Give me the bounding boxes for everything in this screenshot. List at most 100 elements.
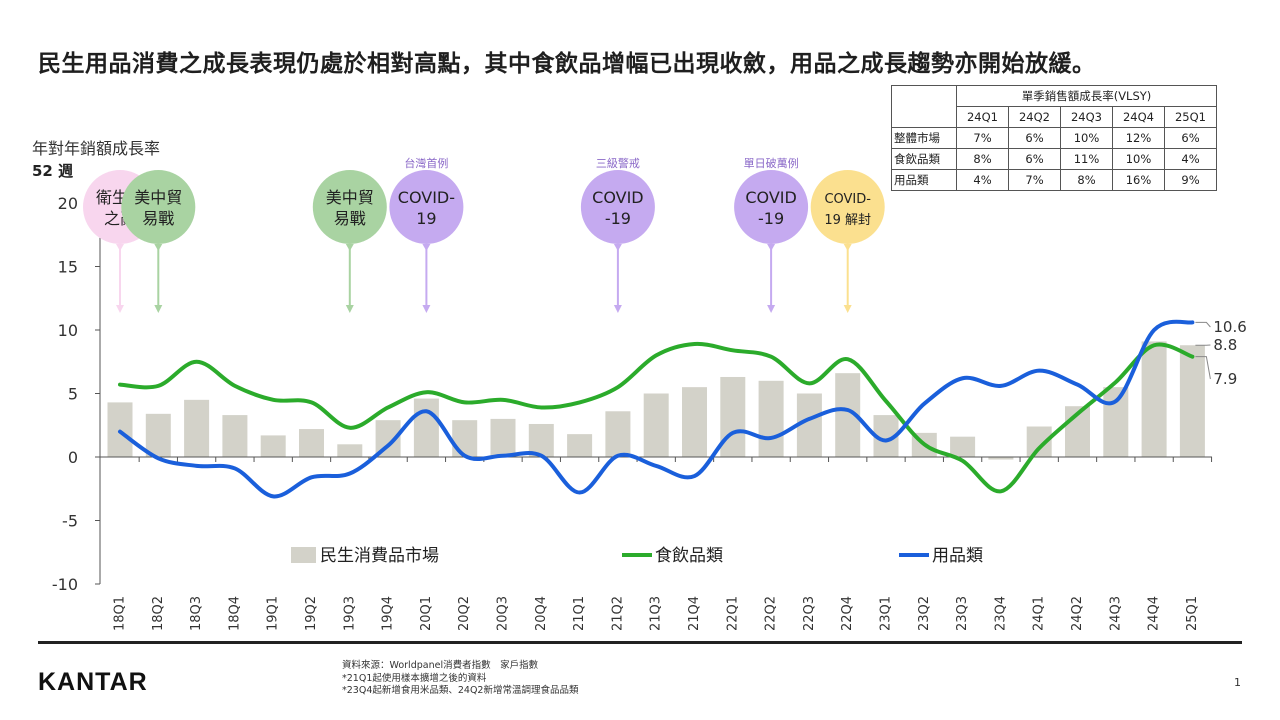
- table-cell: 6%: [1164, 127, 1217, 149]
- x-tick-label: 23Q3: [955, 596, 970, 631]
- vlsy-table: 單季銷售額成長率(VLSY) 24Q1 24Q2 24Q3 24Q4 25Q1 …: [891, 85, 1217, 191]
- event-arrow-head: [116, 244, 124, 251]
- table-row: 用品類 4% 7% 8% 16% 9%: [891, 169, 1217, 191]
- event-arrow-tip: [422, 305, 431, 313]
- x-tick-label: 22Q2: [764, 596, 779, 631]
- event-arrow-head: [613, 244, 622, 251]
- x-tick-label: 21Q1: [572, 596, 587, 631]
- event-bubble: [580, 170, 655, 244]
- table-cell: 12%: [1112, 127, 1165, 149]
- event-top-label: 三級警戒: [596, 156, 640, 170]
- event-label: COVID: [592, 188, 643, 207]
- x-tick-label: 24Q4: [1147, 596, 1162, 631]
- x-tick-label: 18Q3: [189, 596, 204, 631]
- table-corner: [891, 85, 957, 128]
- bar-mark: [337, 444, 363, 457]
- bar-mark: [682, 387, 707, 457]
- table-cell: 11%: [1060, 148, 1113, 170]
- event-bubble: [312, 170, 387, 244]
- x-tick-label: 23Q2: [917, 596, 932, 631]
- event-arrow-tip: [116, 305, 124, 313]
- bar-mark: [796, 393, 822, 457]
- end-label-leader: [1195, 356, 1211, 380]
- y-axis-title: 年對年銷額成長率: [32, 139, 161, 158]
- y-tick-label: -5: [62, 512, 78, 531]
- table-col-header: 24Q2: [1008, 106, 1061, 128]
- x-tick-label: 20Q1: [419, 596, 434, 631]
- x-tick-label: 19Q4: [381, 596, 396, 631]
- y-tick-label: -10: [52, 575, 78, 594]
- x-tick-label: 22Q3: [802, 596, 817, 631]
- event-label: 美中貿: [326, 188, 374, 207]
- x-tick-label: 19Q1: [266, 596, 281, 631]
- table-row-label: 用品類: [891, 169, 957, 191]
- event-label: 易戰: [142, 209, 174, 228]
- event-arrow-head: [345, 244, 354, 251]
- table-row-label: 食飲品類: [891, 148, 957, 170]
- event-label: 19: [416, 209, 436, 228]
- bar-mark: [222, 415, 248, 457]
- source-line: *21Q1起使用樣本擴增之後的資料: [342, 672, 487, 684]
- y-tick-label: 0: [68, 448, 78, 467]
- x-tick-label: 18Q4: [227, 596, 242, 631]
- legend-label-market: 民生消費品市場: [320, 546, 439, 566]
- event-label: COVID-: [824, 192, 871, 207]
- x-tick-label: 22Q1: [725, 596, 740, 631]
- table-col-header: 24Q3: [1060, 106, 1113, 128]
- table-title: 單季銷售額成長率(VLSY): [956, 85, 1217, 107]
- table-cell: 9%: [1164, 169, 1217, 191]
- x-tick-label: 24Q3: [1108, 596, 1123, 631]
- bar-mark: [567, 434, 593, 457]
- event-top-label: 台灣首例: [404, 156, 448, 170]
- event-arrow-tip: [345, 305, 354, 313]
- event-arrow-head: [767, 244, 776, 251]
- event-label: -19: [605, 209, 631, 228]
- bar-mark: [1141, 341, 1167, 457]
- event-label: 易戰: [334, 209, 366, 228]
- bar-mark: [1179, 345, 1205, 457]
- end-label-leader: [1195, 321, 1211, 328]
- bar-mark: [605, 411, 631, 457]
- x-tick-label: 24Q1: [1032, 596, 1047, 631]
- kantar-logo: KANTAR: [38, 668, 148, 696]
- table-cell: 16%: [1112, 169, 1165, 191]
- table-row: 食飲品類 8% 6% 11% 10% 4%: [891, 148, 1217, 170]
- bar-mark: [184, 399, 210, 457]
- event-top-label: 單日破萬例: [744, 156, 799, 170]
- event-label: -19: [758, 209, 784, 228]
- event-arrow-head: [154, 244, 163, 251]
- y-tick-label: 5: [68, 385, 78, 404]
- source-notes: 資料來源：Worldpanel消費者指數 家戶指數 *21Q1起使用樣本擴增之後…: [342, 660, 578, 698]
- footer-divider: [38, 641, 1242, 644]
- event-label: 19 解封: [824, 213, 871, 228]
- event-arrow-tip: [843, 305, 852, 313]
- x-tick-label: 19Q3: [342, 596, 357, 631]
- event-bubble: [734, 170, 809, 244]
- event-arrow-tip: [613, 305, 622, 313]
- x-tick-label: 20Q3: [496, 596, 511, 631]
- event-bubble: [810, 170, 885, 244]
- table-row: 整體市場 7% 6% 10% 12% 6%: [891, 127, 1217, 149]
- x-tick-label: 25Q1: [1185, 596, 1200, 631]
- end-value-label: 10.6: [1213, 318, 1246, 336]
- x-tick-label: 23Q4: [993, 596, 1008, 631]
- source-line: 資料來源：Worldpanel消費者指數 家戶指數: [342, 660, 539, 671]
- legend-label-goods: 用品類: [932, 546, 983, 566]
- x-tick-label: 21Q2: [610, 596, 625, 631]
- x-tick-label: 21Q3: [649, 596, 664, 631]
- end-value-label: 7.9: [1213, 370, 1237, 388]
- bar-mark: [758, 380, 784, 457]
- bar-mark: [720, 376, 746, 457]
- bar-mark: [413, 398, 439, 457]
- x-tick-label: 21Q4: [687, 596, 702, 631]
- table-cell: 6%: [1008, 127, 1061, 149]
- x-tick-label: 18Q1: [113, 596, 128, 631]
- event-label: COVID-: [398, 188, 455, 207]
- legend-swatch-market: [291, 547, 316, 563]
- bar-mark: [490, 418, 516, 457]
- event-label: 美中貿: [134, 188, 182, 207]
- x-tick-label: 24Q2: [1070, 596, 1085, 631]
- event-arrow-tip: [154, 305, 163, 313]
- x-tick-label: 20Q4: [534, 596, 549, 631]
- table-cell: 8%: [1060, 169, 1113, 191]
